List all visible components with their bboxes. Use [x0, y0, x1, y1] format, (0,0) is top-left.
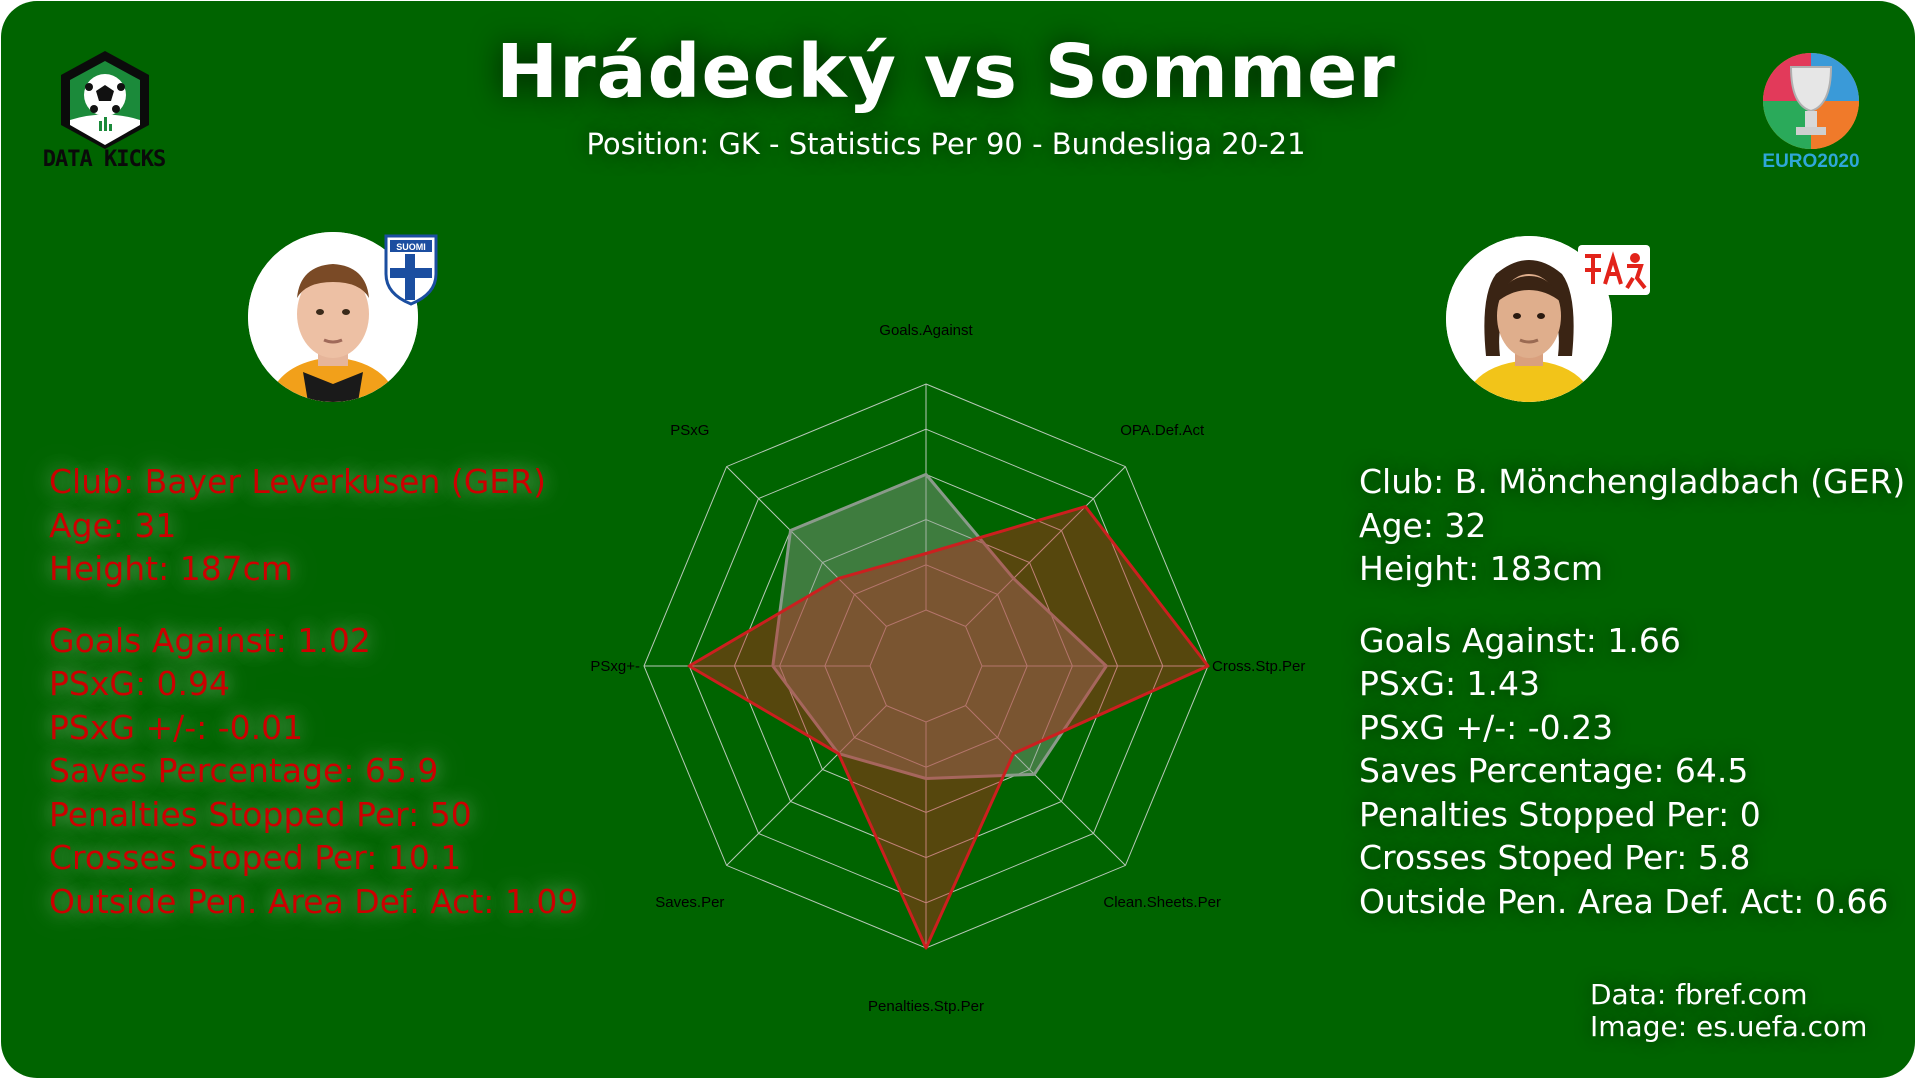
axis-label-cross-stp-per: Cross.Stp.Per — [1212, 658, 1305, 675]
hradecky-penalties-stopped: Penalties Stopped Per: 50 — [49, 794, 472, 834]
axis-label-saves-per: Saves.Per — [655, 894, 724, 911]
radar-spoke — [965, 466, 1126, 627]
data-kicks-logo-icon — [61, 51, 149, 149]
axis-label-penalties-stp-per: Penalties.Stp.Per — [868, 998, 984, 1015]
sommer-psxg-plus-minus: PSxG +/-: -0.23 — [1359, 707, 1614, 747]
euro2020-trophy-icon — [1763, 53, 1859, 149]
hradecky-saves-percentage: Saves Percentage: 65.9 — [49, 751, 439, 790]
spacer — [49, 591, 578, 619]
radar-spoke — [726, 705, 887, 866]
euro2020-logo-text: EURO2020 — [1762, 151, 1860, 172]
radar-spoke — [965, 705, 1126, 866]
sommer-club: Club: B. Mönchengladbach (GER) — [1359, 462, 1906, 501]
sommer-goals-against: Goals Against: 1.66 — [1359, 620, 1681, 660]
page-subtitle: Position: GK - Statistics Per 90 - Bunde… — [586, 127, 1306, 161]
hradecky-psxg: PSxG: 0.94 — [49, 664, 231, 703]
hradecky-crosses-stopped: Crosses Stoped Per: 10.1 — [49, 838, 462, 877]
radar-series-group — [687, 472, 1210, 950]
hradecky-info-panel: Club: Bayer Leverkusen (GER) Age: 31 Hei… — [49, 460, 578, 923]
hradecky-height: Height: 187cm — [49, 549, 293, 588]
data-kicks-logo-text: DATA KICKS — [42, 147, 166, 172]
radar-series-0 — [687, 505, 1210, 950]
finland-suomi-flag-icon: SUOMI — [384, 234, 438, 306]
hradecky-opa-def-act: Outside Pen. Area Def. Act: 1.09 — [49, 881, 579, 921]
sommer-info-panel: Club: B. Mönchengladbach (GER) Age: 32 H… — [1359, 460, 1905, 923]
data-source: Data: fbref.com — [1590, 978, 1808, 1011]
axis-label-psxg: PSxG — [670, 422, 709, 439]
hradecky-age: Age: 31 — [49, 505, 177, 545]
page-title: Hrádecký vs Sommer — [496, 29, 1396, 115]
avatar-hradecky — [248, 232, 418, 402]
radar-series-1 — [771, 472, 1108, 780]
sommer-saves-percentage: Saves Percentage: 64.5 — [1359, 751, 1749, 790]
hradecky-goals-against: Goals Against: 1.02 — [49, 620, 371, 660]
sommer-age: Age: 32 — [1359, 505, 1487, 545]
radar-spoke — [726, 466, 887, 627]
flag-left-text: SUOMI — [396, 242, 426, 252]
spacer — [1359, 591, 1905, 619]
sommer-height: Height: 183cm — [1359, 549, 1603, 588]
axis-label-opa-def-act: OPA.Def.Act — [1120, 422, 1205, 439]
switzerland-football-association-flag-icon — [1578, 245, 1650, 295]
sommer-crosses-stopped: Crosses Stoped Per: 5.8 — [1359, 838, 1751, 877]
axis-label-psxg-: PSxg+- — [590, 658, 640, 675]
sommer-opa-def-act: Outside Pen. Area Def. Act: 0.66 — [1359, 881, 1889, 921]
hradecky-club: Club: Bayer Leverkusen (GER) — [49, 462, 546, 501]
hradecky-psxg-plus-minus: PSxG +/-: -0.01 — [49, 707, 304, 747]
sommer-psxg: PSxG: 1.43 — [1359, 664, 1541, 703]
sommer-penalties-stopped: Penalties Stopped Per: 0 — [1359, 794, 1761, 834]
radar-chart: Goals.Against OPA.Def.Act Cross.Stp.Per Cle… — [590, 322, 1305, 1015]
axis-label-goals-against: Goals.Against — [879, 322, 973, 339]
source-credits: Data: fbref.com Image: es.uefa.com — [1590, 979, 1867, 1043]
radar-axis-labels: Goals.Against OPA.Def.Act Cross.Stp.Per Cle… — [590, 322, 1305, 1015]
axis-label-clean-sheets-per: Clean.Sheets.Per — [1103, 894, 1221, 911]
image-source: Image: es.uefa.com — [1590, 1010, 1868, 1043]
